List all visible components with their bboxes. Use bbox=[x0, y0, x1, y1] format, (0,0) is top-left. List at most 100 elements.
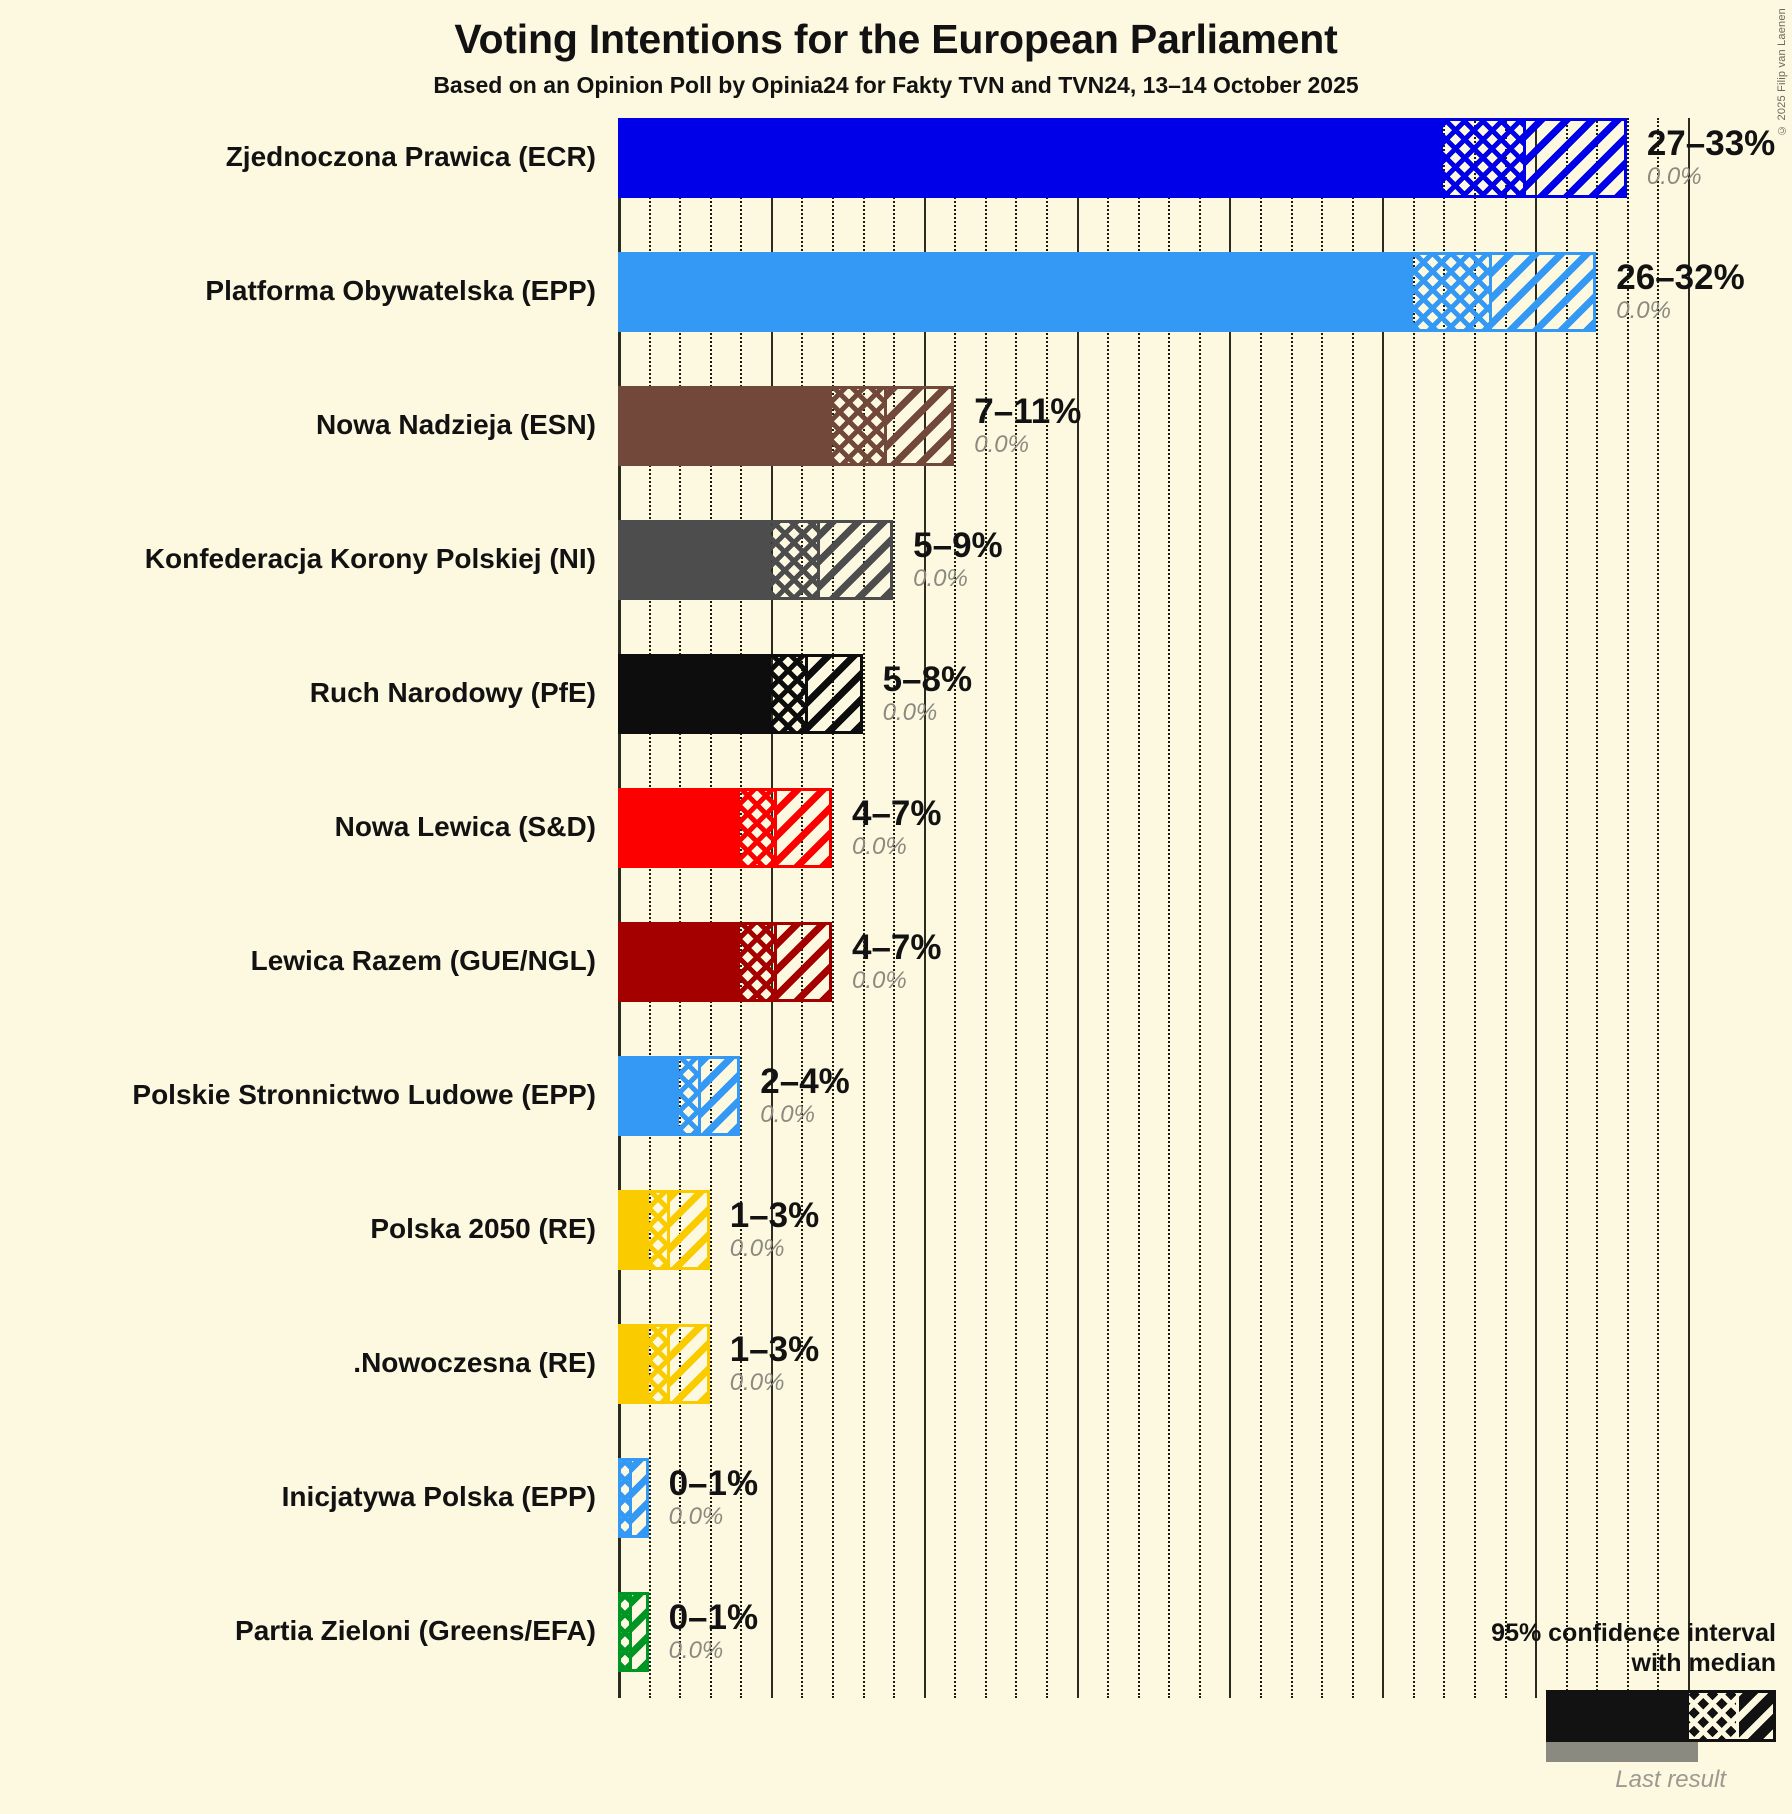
party-label: Konfederacja Korony Polskiej (NI) bbox=[144, 543, 596, 574]
bar-solid-segment bbox=[621, 791, 741, 865]
legend-crosshatch-segment bbox=[1689, 1693, 1739, 1739]
value-label-group: 2–4% 0.0% bbox=[760, 1064, 850, 1127]
legend-line-1: 95% confidence interval bbox=[1491, 1619, 1776, 1647]
bar-solid-segment bbox=[621, 1327, 649, 1401]
value-label-group: 1–3% 0.0% bbox=[730, 1332, 820, 1395]
interval-value: 0–1% bbox=[668, 1598, 759, 1637]
bar-row: Nowa Lewica (S&D) 4–7% 0.0% bbox=[335, 788, 1688, 868]
bar-row: Inicjatywa Polska (EPP) 0–1% 0.0% bbox=[282, 1458, 1688, 1538]
gridline-minor bbox=[984, 118, 987, 1698]
bar-crosshatch-segment bbox=[770, 657, 808, 731]
confidence-interval-bar bbox=[618, 1056, 741, 1136]
bar-solid-segment bbox=[621, 255, 1413, 329]
bar-diagonal-segment bbox=[776, 925, 829, 999]
bar-crosshatch-segment bbox=[648, 1193, 670, 1267]
value-label-group: 4–7% 0.0% bbox=[852, 930, 942, 993]
gridline-minor bbox=[1504, 118, 1507, 1698]
last-result-value: 0.0% bbox=[974, 431, 1029, 458]
gridline-minor bbox=[1443, 118, 1446, 1698]
interval-value: 1–3% bbox=[729, 1330, 820, 1369]
value-label-group: 0–1% 0.0% bbox=[669, 1466, 759, 1529]
last-result-value: 0.0% bbox=[852, 833, 907, 860]
gridline-minor bbox=[1015, 118, 1018, 1698]
confidence-interval-bar bbox=[618, 520, 894, 600]
bar-diagonal-segment bbox=[631, 1461, 646, 1535]
value-label-group: 0–1% 0.0% bbox=[669, 1600, 759, 1663]
gridline-minor bbox=[1198, 118, 1201, 1698]
bar-diagonal-segment bbox=[1525, 121, 1624, 195]
gridline-minor bbox=[1351, 118, 1354, 1698]
party-label: Polska 2050 (RE) bbox=[370, 1213, 596, 1244]
bar-solid-segment bbox=[621, 657, 771, 731]
gridline-minor bbox=[862, 118, 865, 1698]
legend-interval-bar bbox=[1546, 1690, 1776, 1742]
bar-diagonal-segment bbox=[819, 523, 891, 597]
confidence-interval-bar bbox=[618, 1592, 649, 1672]
confidence-interval-bar bbox=[618, 118, 1627, 198]
interval-value: 1–3% bbox=[729, 1196, 820, 1235]
bar-row: Lewica Razem (GUE/NGL) 4–7% 0.0% bbox=[251, 922, 1688, 1002]
gridline-major bbox=[1229, 118, 1232, 1698]
bar-diagonal-segment bbox=[887, 389, 952, 463]
last-result-value: 0.0% bbox=[852, 967, 907, 994]
page-title: Voting Intentions for the European Parli… bbox=[454, 16, 1338, 62]
interval-value: 4–7% bbox=[852, 794, 942, 833]
bar-diagonal-segment bbox=[669, 1327, 707, 1401]
bar-solid-segment bbox=[621, 1193, 649, 1267]
gridline-minor bbox=[1168, 118, 1171, 1698]
party-label: Ruch Narodowy (PfE) bbox=[309, 677, 596, 708]
last-result-value: 0.0% bbox=[882, 699, 938, 726]
gridline-minor bbox=[1565, 118, 1568, 1698]
gridline-major bbox=[618, 118, 621, 1698]
gridline-minor bbox=[1046, 118, 1048, 1698]
last-result-value: 0.0% bbox=[1646, 163, 1702, 190]
bar-crosshatch-segment bbox=[770, 523, 820, 597]
bar-row: Platforma Obywatelska (EPP) 26–32% 0.0% bbox=[205, 252, 1745, 332]
gridline-major bbox=[923, 118, 926, 1698]
bar-row: Partia Zieloni (Greens/EFA) 0–1% 0.0% bbox=[235, 1592, 1688, 1672]
bar-crosshatch-segment bbox=[740, 791, 777, 865]
gridline-minor bbox=[1596, 118, 1599, 1698]
value-label-group: 1–3% 0.0% bbox=[730, 1198, 820, 1261]
gridline-minor bbox=[1657, 118, 1660, 1698]
gridlines bbox=[618, 118, 1690, 1698]
interval-value: 4–7% bbox=[852, 928, 942, 967]
bar-row: Zjednoczona Prawica (ECR) 27–33% 0.0% bbox=[226, 118, 1775, 198]
bar-row: Nowa Nadzieja (ESN) 7–11% 0.0% bbox=[316, 386, 1688, 466]
value-label-group: 4–7% 0.0% bbox=[852, 796, 942, 859]
legend: 95% confidence interval with median Last… bbox=[1216, 1619, 1776, 1794]
bar-row: Polska 2050 (RE) 1–3% 0.0% bbox=[370, 1190, 1688, 1270]
interval-value: 7–11% bbox=[974, 392, 1082, 431]
bar-diagonal-segment bbox=[700, 1059, 738, 1133]
gridline-minor bbox=[1107, 118, 1110, 1698]
bar-row: Ruch Narodowy (PfE) 5–8% 0.0% bbox=[310, 654, 1688, 734]
copyright-notice: © 2025 Filip van Laenen bbox=[1776, 8, 1788, 136]
party-label: Nowa Lewica (S&D) bbox=[334, 811, 596, 842]
value-label-group: 7–11% 0.0% bbox=[974, 394, 1081, 457]
party-label: .Nowoczesna (RE) bbox=[353, 1347, 596, 1378]
last-result-value: 0.0% bbox=[729, 1369, 785, 1396]
gridline-major bbox=[1688, 118, 1690, 1698]
legend-last-result-label: Last result bbox=[1615, 1766, 1726, 1793]
party-label: Platforma Obywatelska (EPP) bbox=[205, 275, 596, 306]
bar-crosshatch-segment bbox=[1412, 255, 1493, 329]
bar-crosshatch-segment bbox=[832, 389, 888, 463]
last-result-value: 0.0% bbox=[668, 1503, 724, 1530]
bar-diagonal-segment bbox=[807, 657, 860, 731]
party-label: Partia Zieloni (Greens/EFA) bbox=[235, 1615, 596, 1646]
bar-crosshatch-segment bbox=[740, 925, 777, 999]
gridline-major bbox=[1076, 118, 1079, 1698]
last-result-value: 0.0% bbox=[760, 1101, 815, 1128]
bar-diagonal-segment bbox=[669, 1193, 707, 1267]
party-label: Zjednoczona Prawica (ECR) bbox=[225, 141, 596, 172]
gridline-major bbox=[1382, 118, 1385, 1698]
confidence-interval-bar bbox=[618, 1190, 710, 1270]
gridline-minor bbox=[832, 118, 834, 1698]
confidence-interval-bar bbox=[618, 386, 955, 466]
bar-crosshatch-segment bbox=[621, 1595, 632, 1669]
last-result-value: 0.0% bbox=[913, 565, 968, 592]
bar-diagonal-segment bbox=[776, 791, 829, 865]
confidence-interval-bar bbox=[618, 1324, 710, 1404]
party-label: Polskie Stronnictwo Ludowe (EPP) bbox=[132, 1079, 596, 1110]
